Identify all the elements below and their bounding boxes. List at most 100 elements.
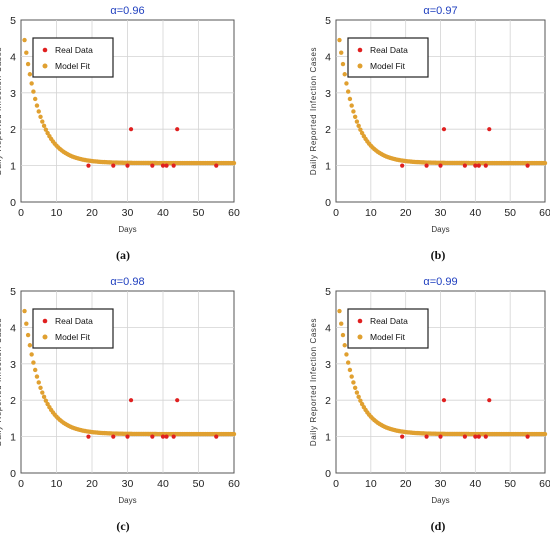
y-axis-label: Daily Reported Infection Cases: [309, 47, 318, 175]
real-data-point: [525, 434, 530, 439]
x-tick-label: 60: [228, 478, 240, 490]
y-tick-label: 1: [10, 161, 16, 173]
x-tick-label: 40: [157, 478, 169, 490]
legend-marker-real-data: [357, 47, 363, 53]
chart-panel-b: α=0.97 0 10 20 30 40 50 60 0 1 2 3 4 5 Days Daily Repor…: [275, 0, 550, 271]
x-tick-label: 40: [157, 207, 169, 219]
model-fit-point: [24, 50, 29, 55]
x-tick-label: 30: [435, 207, 447, 219]
real-data-point: [476, 434, 481, 439]
chart-svg: α=0.97 0 10 20 30 40 50 60 0 1 2 3 4 5 Days Daily Repor…: [309, 5, 550, 234]
model-fit-point: [351, 380, 356, 385]
model-fit-point: [339, 321, 344, 326]
chart-svg: α=0.96 0 10 20 30 40 50 60 0 1 2 3 4 5 Days Daily Repor…: [0, 5, 240, 234]
model-fit-point: [342, 343, 347, 348]
y-tick-label: 3: [325, 359, 331, 371]
real-data-point: [462, 434, 467, 439]
model-fit-point: [41, 123, 47, 129]
model-fit-point: [27, 72, 33, 77]
legend-box: [32, 308, 114, 349]
model-fit-point: [358, 127, 363, 132]
model-fit-point: [354, 119, 360, 124]
panel-caption: (b): [430, 248, 446, 262]
y-tick-label: 1: [325, 161, 331, 173]
model-fit-point: [38, 114, 43, 119]
real-data-point: [86, 163, 91, 168]
x-tick-label: 50: [504, 207, 516, 219]
model-fit-point: [36, 109, 41, 114]
y-tick-label: 0: [325, 468, 331, 480]
x-tick-label: 50: [193, 207, 205, 219]
model-fit-point: [356, 123, 361, 129]
model-fit-point: [40, 119, 45, 124]
model-fit-point: [22, 308, 27, 314]
y-tick-label: 0: [10, 468, 16, 480]
legend-marker-real-data: [42, 318, 48, 324]
real-data-point: [400, 434, 405, 439]
model-fit-point: [34, 374, 40, 379]
model-fit-point: [356, 394, 361, 400]
model-fit-point: [33, 367, 38, 373]
panel-caption: (a): [116, 248, 130, 262]
y-tick-label: 5: [325, 286, 331, 298]
real-data-point: [214, 434, 219, 439]
model-fit-point: [339, 50, 344, 55]
x-tick-label: 50: [504, 478, 516, 490]
real-data-point: [128, 127, 134, 132]
x-tick-label: 0: [333, 207, 339, 219]
model-fit-point: [340, 61, 346, 67]
real-data-point: [111, 434, 116, 439]
model-fit-point: [38, 385, 43, 390]
x-tick-label: 20: [86, 207, 98, 219]
model-fit-point: [352, 385, 358, 390]
legend-label-real-data: Real Data: [370, 316, 408, 326]
model-fit-point: [27, 343, 33, 348]
real-data-point: [462, 163, 467, 168]
real-data-point: [438, 163, 443, 168]
legend-marker-real-data: [357, 318, 363, 324]
real-data-point: [125, 434, 130, 439]
model-fit-point: [43, 127, 49, 132]
legend-marker-model-fit: [42, 63, 48, 69]
model-fit-point: [351, 109, 356, 114]
x-tick-label: 40: [469, 207, 481, 219]
y-tick-label: 2: [325, 124, 331, 136]
model-fit-point: [542, 431, 548, 437]
real-data-point: [441, 127, 447, 132]
real-data-point: [487, 127, 492, 132]
real-data-point: [483, 434, 488, 439]
model-fit-point: [542, 160, 548, 166]
legend-label-model-fit: Model Fit: [55, 61, 91, 71]
legend-box: [347, 308, 429, 349]
model-fit-point: [347, 367, 353, 373]
x-tick-label: 60: [228, 207, 240, 219]
legend-label-model-fit: Model Fit: [55, 332, 91, 342]
real-data-point: [483, 163, 488, 168]
y-tick-label: 5: [325, 15, 331, 27]
real-data-point: [438, 434, 443, 439]
real-data-point: [160, 434, 166, 439]
legend-label-model-fit: Model Fit: [370, 61, 406, 71]
y-tick-label: 0: [10, 197, 16, 209]
chart-panel-a: α=0.96 0 10 20 30 40 50 60 0 1 2 3 4 5 Days Daily Repor…: [0, 0, 275, 271]
x-axis-label: Days: [118, 225, 136, 234]
y-tick-label: 3: [10, 88, 16, 100]
model-fit-point: [22, 37, 27, 43]
model-fit-point: [25, 61, 31, 67]
x-tick-label: 0: [18, 207, 24, 219]
model-fit-point: [345, 89, 351, 94]
chart-svg: α=0.98 0 10 20 30 40 50 60 0 1 2 3 4 5 Days Daily Repor…: [0, 276, 240, 505]
x-axis-label: Days: [431, 225, 449, 234]
model-fit-point: [40, 390, 45, 395]
model-fit-point: [345, 360, 351, 365]
model-fit-point: [231, 160, 237, 166]
legend-box: [32, 37, 114, 78]
model-fit-point: [344, 352, 349, 357]
y-tick-label: 4: [10, 51, 16, 63]
model-fit-point: [340, 332, 346, 338]
x-tick-label: 30: [122, 207, 134, 219]
real-data-point: [111, 163, 116, 168]
chart-panel-c: α=0.98 0 10 20 30 40 50 60 0 1 2 3 4 5 Days Daily Repor…: [0, 271, 275, 542]
y-tick-label: 4: [325, 322, 331, 334]
model-fit-point: [344, 81, 349, 86]
